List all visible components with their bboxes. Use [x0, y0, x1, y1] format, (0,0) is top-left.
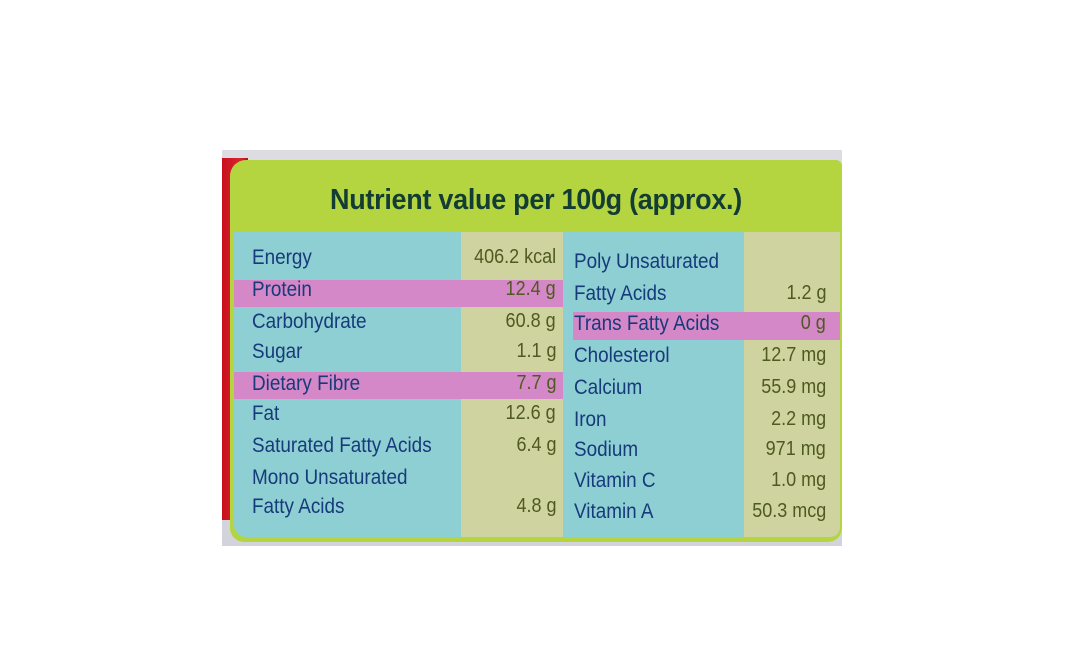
right-nutrient-name: Iron	[574, 408, 607, 431]
left-nutrient-name: Dietary Fibre	[252, 372, 361, 395]
panel-title: Nutrient value per 100g (approx.)	[330, 184, 742, 216]
right-nutrient-name: Trans Fatty Acids	[574, 312, 720, 335]
right-nutrient-name: Vitamin A	[574, 500, 654, 523]
left-nutrient-name: Mono Unsaturated	[252, 466, 408, 489]
left-nutrient-name: Carbohydrate	[252, 310, 367, 333]
right-nutrient-value: 0 g	[800, 312, 826, 334]
right-nutrient-value: 1.0 mg	[770, 469, 826, 491]
right-value-column	[744, 232, 840, 537]
left-nutrient-value: 60.8 g	[505, 310, 556, 332]
right-nutrient-value: 50.3 mcg	[751, 500, 826, 522]
right-nutrient-value: 2.2 mg	[770, 408, 826, 430]
highlight-trans-fatty-acids	[573, 312, 840, 340]
right-nutrient-name: Poly Unsaturated	[574, 250, 719, 273]
left-nutrient-value: 12.4 g	[505, 278, 556, 300]
right-nutrient-value: 12.7 mg	[760, 344, 826, 366]
right-nutrient-name: Calcium	[574, 376, 643, 399]
left-nutrient-value: 4.8 g	[515, 495, 556, 517]
left-nutrient-value: 12.6 g	[505, 402, 556, 424]
right-nutrient-name: Sodium	[574, 438, 639, 461]
right-nutrient-name: Fatty Acids	[574, 282, 667, 305]
left-nutrient-name: Fatty Acids	[252, 495, 345, 518]
product-label-photo: Nutrient value per 100g (approx.) Energy…	[222, 150, 842, 546]
left-nutrient-value: 6.4 g	[515, 434, 556, 456]
left-nutrient-value: 7.7 g	[515, 372, 556, 394]
right-nutrient-value: 55.9 mg	[760, 376, 826, 398]
left-nutrient-value: 1.1 g	[515, 340, 556, 362]
left-nutrient-name: Energy	[252, 246, 312, 269]
highlight-dietary-fibre	[234, 372, 563, 399]
left-nutrient-name: Fat	[252, 402, 280, 425]
left-nutrient-name: Sugar	[252, 340, 303, 363]
right-nutrient-value: 1.2 g	[785, 282, 826, 304]
left-nutrient-name: Protein	[252, 278, 312, 301]
highlight-protein	[234, 280, 563, 307]
right-nutrient-value: 971 mg	[765, 438, 826, 460]
right-nutrient-name: Cholesterol	[574, 344, 670, 367]
nutrition-label-card: Nutrient value per 100g (approx.) Energy…	[230, 160, 842, 542]
nutrition-table: Energy 406.2 kcal Protein 12.4 g Carbohydrat…	[234, 232, 840, 537]
right-nutrient-name: Vitamin C	[574, 469, 656, 492]
left-nutrient-name: Saturated Fatty Acids	[252, 434, 432, 457]
left-nutrient-value: 406.2 kcal	[473, 246, 556, 268]
